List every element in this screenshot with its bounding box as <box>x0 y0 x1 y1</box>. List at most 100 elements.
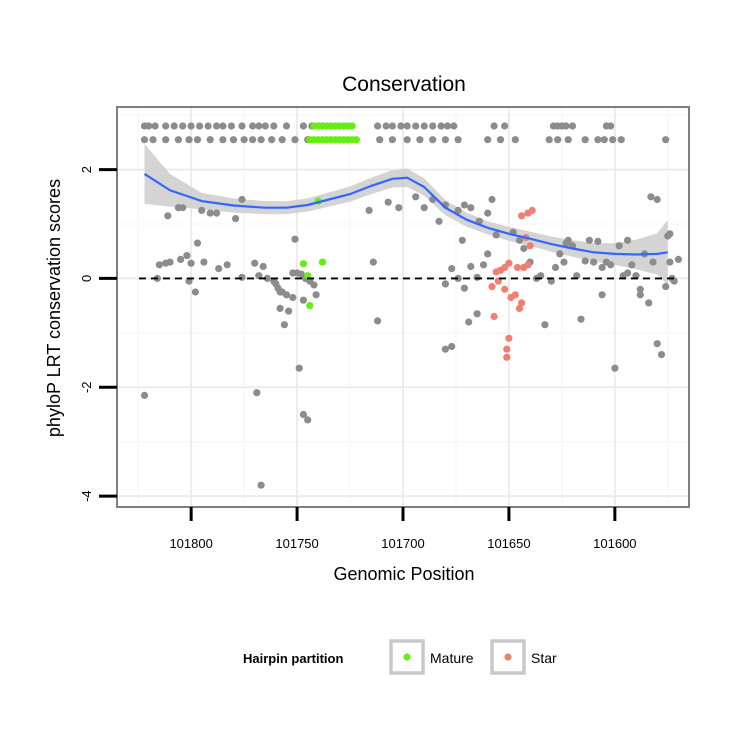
plot-area <box>116 106 690 508</box>
point-other <box>140 136 149 144</box>
point-other <box>448 342 456 351</box>
point-other <box>276 304 284 312</box>
point-other <box>674 255 683 263</box>
y-tick-label: -2 <box>79 381 94 393</box>
point-other <box>229 136 238 144</box>
point-other <box>397 122 405 130</box>
point-other <box>473 273 481 281</box>
chart-title: Conservation <box>342 73 466 96</box>
point-other <box>145 122 153 130</box>
point-other <box>662 136 670 144</box>
point-other <box>624 269 632 277</box>
point-other <box>388 136 396 144</box>
point-other <box>653 340 661 348</box>
point-other <box>179 122 187 130</box>
point-star <box>518 299 526 307</box>
point-other <box>484 136 492 144</box>
point-other <box>312 291 320 299</box>
point-other <box>251 259 259 267</box>
legend-entry-mature: Mature <box>389 639 474 675</box>
point-other <box>460 201 468 209</box>
point-other <box>515 236 524 244</box>
point-other <box>289 293 297 302</box>
point-star <box>490 312 498 321</box>
point-other <box>299 410 307 419</box>
point-other <box>598 263 606 272</box>
point-other <box>562 122 570 130</box>
point-other <box>268 136 276 144</box>
point-other <box>598 291 606 299</box>
point-other <box>649 258 657 266</box>
point-other <box>179 204 187 212</box>
point-other <box>488 195 496 204</box>
point-other <box>460 284 468 292</box>
point-other <box>213 209 221 217</box>
legend-label: Star <box>531 650 557 666</box>
point-other <box>473 310 481 318</box>
point-other <box>257 136 265 144</box>
point-other <box>484 250 492 258</box>
point-other <box>204 122 212 130</box>
point-other <box>365 206 373 214</box>
point-other <box>585 236 594 244</box>
x-tick-label: 101700 <box>381 536 424 551</box>
point-other <box>412 122 420 130</box>
point-star <box>526 242 534 250</box>
point-other <box>594 136 602 144</box>
point-other <box>600 136 608 144</box>
point-other <box>594 237 602 245</box>
point-other <box>177 255 185 263</box>
point-other <box>299 122 307 130</box>
y-axis: -4 -2 0 2 <box>79 166 117 502</box>
point-star <box>515 304 524 312</box>
point-star <box>503 345 511 353</box>
point-other <box>573 272 581 280</box>
point-other <box>257 481 265 489</box>
point-other <box>647 193 655 201</box>
point-other <box>545 136 553 144</box>
point-other <box>467 262 475 271</box>
point-other <box>441 136 449 144</box>
point-other <box>496 136 505 144</box>
point-other <box>541 321 549 329</box>
points <box>140 122 683 489</box>
x-axis-label: Genomic Position <box>333 564 474 584</box>
point-other <box>520 244 528 253</box>
point-other <box>376 136 384 144</box>
point-other <box>653 195 661 204</box>
legend-key-dot <box>504 653 512 661</box>
point-other <box>255 272 263 280</box>
legend-key <box>490 639 526 675</box>
x-tick-label: 101800 <box>169 536 212 551</box>
point-other <box>441 345 449 353</box>
point-other <box>213 122 221 130</box>
point-other <box>227 122 235 130</box>
point-other <box>615 242 623 250</box>
point-other <box>310 281 318 289</box>
point-other <box>448 265 456 273</box>
y-tick-label: 0 <box>79 275 94 282</box>
point-other <box>666 258 674 266</box>
point-other <box>299 296 307 304</box>
point-other <box>403 136 411 144</box>
point-other <box>183 252 191 260</box>
legend-entry-star: Star <box>490 639 557 675</box>
legend-label: Mature <box>430 650 474 666</box>
point-other <box>278 136 286 144</box>
point-other <box>607 261 615 269</box>
point-other <box>416 136 424 144</box>
grid <box>117 107 689 507</box>
point-other <box>174 136 182 144</box>
point-other <box>384 198 392 206</box>
point-mature <box>318 258 327 266</box>
point-other <box>435 217 443 225</box>
legend: Hairpin partition Mature Star <box>243 639 557 675</box>
point-other <box>304 416 312 424</box>
point-other <box>191 288 199 296</box>
point-other <box>450 122 458 130</box>
point-other <box>568 122 577 130</box>
point-other <box>666 230 674 238</box>
point-other <box>259 262 267 271</box>
point-other <box>441 280 449 288</box>
point-mature <box>352 136 360 144</box>
